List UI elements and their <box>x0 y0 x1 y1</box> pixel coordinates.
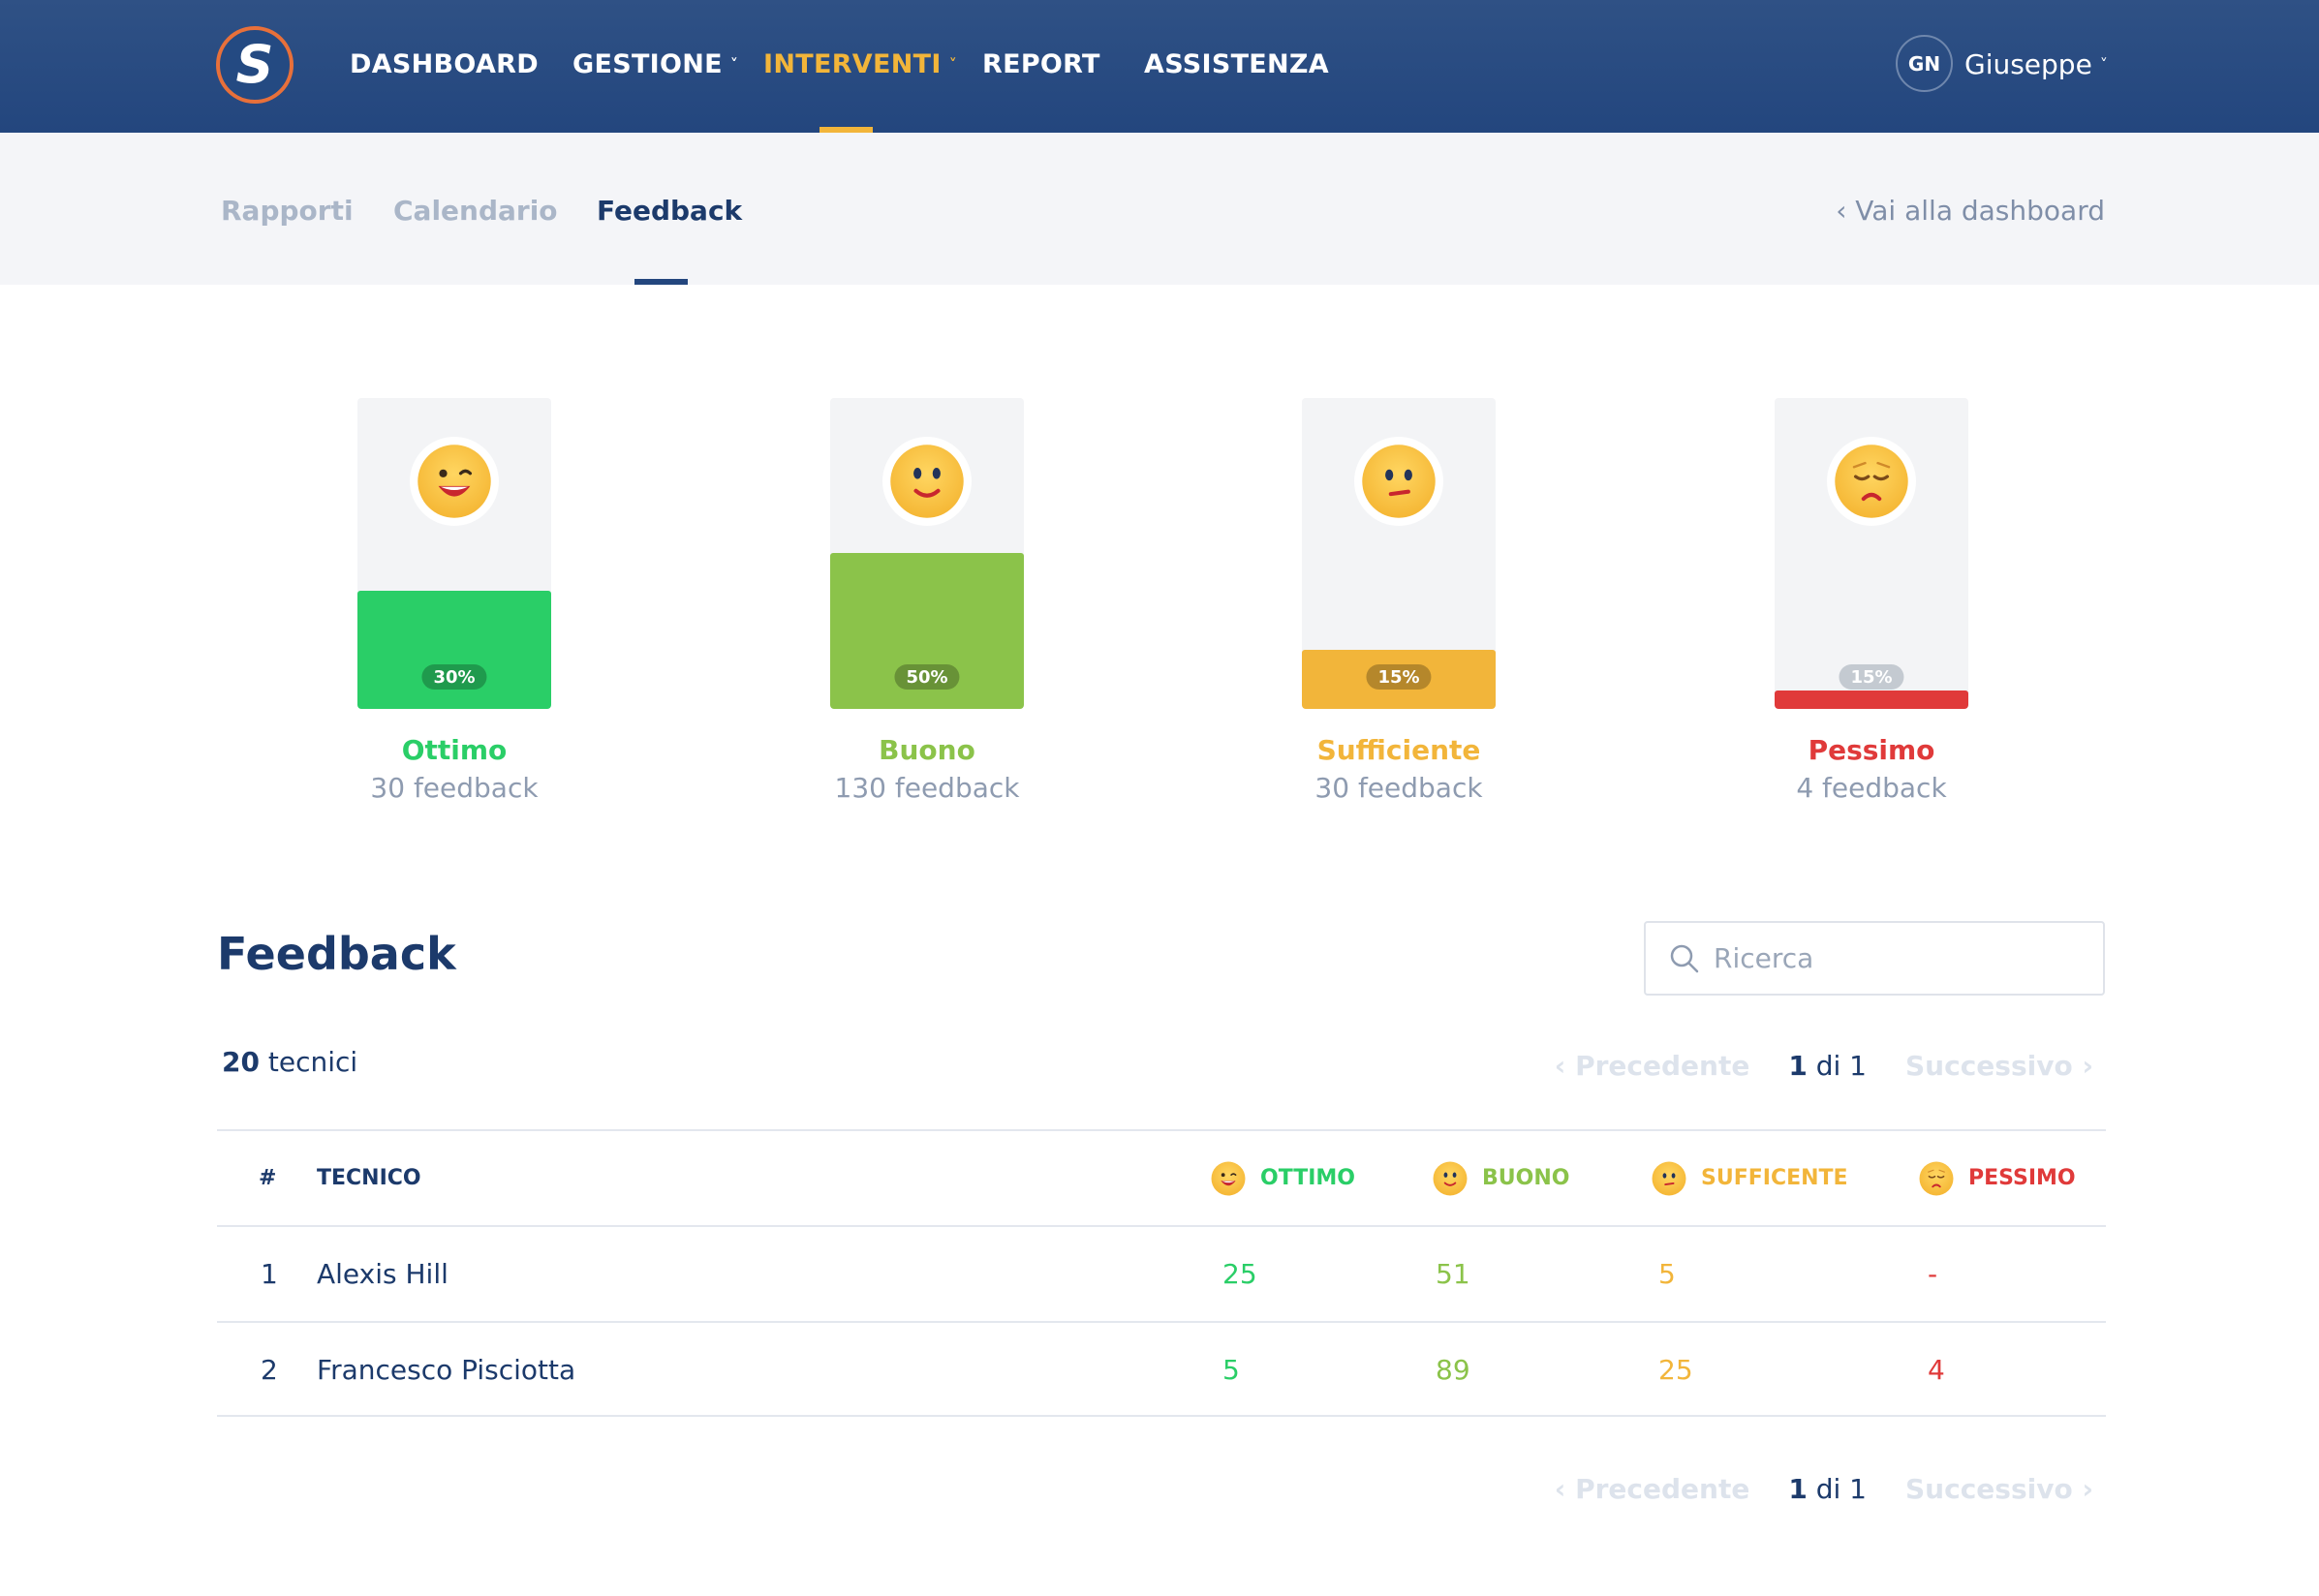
page-indicator: 1 di 1 <box>1788 1050 1867 1082</box>
row-ottimo-count: 25 <box>1222 1258 1257 1290</box>
logo-letter: S <box>235 34 274 95</box>
chevron-down-icon: ˅ <box>729 54 739 74</box>
user-name: Giuseppe <box>1964 47 2092 80</box>
rating-bar-fill <box>357 591 551 709</box>
rating-card-ottimo: 30% <box>357 398 551 709</box>
nav-item-interventi[interactable]: INTERVENTI ˅ <box>763 45 957 83</box>
rating-card-sufficiente: 15% <box>1302 398 1496 709</box>
nav-item-gestione[interactable]: GESTIONE ˅ <box>572 45 738 83</box>
search-input[interactable] <box>1714 942 2082 974</box>
sub-navigation: Rapporti Calendario Feedback ‹ Vai alla … <box>0 133 2319 285</box>
prev-page-button[interactable]: ‹ Precedente <box>1554 1472 1750 1505</box>
user-menu[interactable]: Giuseppe ˅ <box>1964 45 2108 83</box>
sad-emoji-icon <box>1827 437 1916 526</box>
user-avatar[interactable]: GN <box>1896 35 1953 92</box>
column-label: PESSIMO <box>1968 1166 2076 1190</box>
row-buono-count: 89 <box>1436 1354 1470 1386</box>
row-buono-count: 51 <box>1436 1258 1470 1290</box>
back-to-dashboard-link[interactable]: ‹ Vai alla dashboard <box>1836 194 2105 227</box>
column-header-ottimo: OTTIMO <box>1210 1131 1355 1225</box>
active-tab-indicator <box>634 279 688 285</box>
row-pessimo-count: - <box>1928 1258 1938 1290</box>
top-navigation-bar: S DASHBOARD GESTIONE ˅ INTERVENTI ˅ REPORT… <box>0 0 2319 133</box>
active-nav-indicator <box>819 127 873 133</box>
smile-emoji-icon <box>882 437 972 526</box>
rating-label: Sufficiente <box>1316 734 1481 766</box>
rating-card-buono: 50% <box>830 398 1024 709</box>
neutral-emoji-icon <box>1651 1160 1687 1197</box>
wink-emoji-icon <box>1210 1160 1247 1197</box>
rating-label: Pessimo <box>1808 734 1935 766</box>
nav-label: ASSISTENZA <box>1144 48 1329 79</box>
rating-feedback-count: 4 feedback <box>1796 772 1947 804</box>
nav-label: INTERVENTI <box>763 48 942 79</box>
column-header-index: # <box>259 1166 277 1190</box>
nav-label: DASHBOARD <box>350 48 539 79</box>
rating-card-pessimo: 15% <box>1775 398 1968 709</box>
nav-label: REPORT <box>982 48 1100 79</box>
sad-emoji-icon <box>1918 1160 1955 1197</box>
next-page-button[interactable]: Successivo › <box>1905 1472 2093 1505</box>
pagination-top: ‹ Precedente 1 di 1 Successivo › <box>1555 1046 2093 1085</box>
table-header-row: # TECNICO OTTIMO BUONO SUFFICENTE PESSIM… <box>217 1129 2106 1225</box>
table-row[interactable]: 2 Francesco Pisciotta 5 89 25 4 <box>217 1321 2106 1417</box>
wink-emoji-icon <box>410 437 499 526</box>
row-technician-name: Alexis Hill <box>317 1258 448 1290</box>
next-page-button[interactable]: Successivo › <box>1905 1049 2093 1082</box>
column-label: SUFFICENTE <box>1701 1166 1848 1190</box>
tab-rapporti[interactable]: Rapporti <box>221 194 354 227</box>
search-box[interactable] <box>1644 921 2105 996</box>
column-header-sufficente: SUFFICENTE <box>1651 1131 1848 1225</box>
section-title: Feedback <box>217 928 456 980</box>
rating-feedback-count: 30 feedback <box>1314 772 1483 804</box>
rating-percent-badge: 30% <box>421 664 487 690</box>
nav-item-report[interactable]: REPORT <box>982 45 1100 83</box>
tab-calendario[interactable]: Calendario <box>393 194 558 227</box>
rating-feedback-count: 30 feedback <box>370 772 539 804</box>
page-total: di 1 <box>1807 1472 1867 1505</box>
prev-page-button[interactable]: ‹ Precedente <box>1554 1049 1750 1082</box>
rating-label: Ottimo <box>401 734 508 766</box>
page-total: di 1 <box>1807 1049 1867 1082</box>
table-row[interactable]: 1 Alexis Hill 25 51 5 - <box>217 1225 2106 1321</box>
column-label: OTTIMO <box>1260 1166 1356 1190</box>
tab-feedback[interactable]: Feedback <box>597 194 743 227</box>
search-icon <box>1670 944 1699 972</box>
rating-percent-badge: 15% <box>1839 664 1904 690</box>
feedback-table: # TECNICO OTTIMO BUONO SUFFICENTE PESSIM… <box>217 1129 2106 1417</box>
row-technician-name: Francesco Pisciotta <box>317 1354 576 1386</box>
current-page: 1 <box>1788 1049 1808 1082</box>
row-pessimo-count: 4 <box>1928 1354 1945 1386</box>
page-indicator: 1 di 1 <box>1788 1473 1867 1505</box>
rating-percent-badge: 50% <box>894 664 960 690</box>
count-number: 20 <box>222 1046 260 1078</box>
chevron-down-icon: ˅ <box>948 54 958 74</box>
column-header-pessimo: PESSIMO <box>1918 1131 2076 1225</box>
count-label: tecnici <box>259 1046 358 1078</box>
row-index: 2 <box>261 1354 278 1386</box>
column-header-tecnico: TECNICO <box>317 1166 421 1190</box>
nav-label: GESTIONE <box>572 48 723 79</box>
column-header-buono: BUONO <box>1432 1131 1569 1225</box>
rating-feedback-count: 130 feedback <box>834 772 1020 804</box>
rating-bar-fill <box>830 553 1024 709</box>
rating-percent-badge: 15% <box>1366 664 1432 690</box>
current-page: 1 <box>1788 1472 1808 1505</box>
row-ottimo-count: 5 <box>1222 1354 1240 1386</box>
row-sufficiente-count: 25 <box>1658 1354 1693 1386</box>
row-index: 1 <box>261 1258 278 1290</box>
smile-emoji-icon <box>1432 1160 1469 1197</box>
nav-item-assistenza[interactable]: ASSISTENZA <box>1144 45 1329 83</box>
rating-bar-fill <box>1775 691 1968 709</box>
rating-bar-fill <box>1302 650 1496 709</box>
neutral-emoji-icon <box>1354 437 1443 526</box>
nav-item-dashboard[interactable]: DASHBOARD <box>350 45 539 83</box>
row-sufficiente-count: 5 <box>1658 1258 1676 1290</box>
pagination-bottom: ‹ Precedente 1 di 1 Successivo › <box>1555 1469 2093 1508</box>
rating-label: Buono <box>879 734 975 766</box>
column-label: BUONO <box>1482 1166 1570 1190</box>
technician-count: 20 tecnici <box>222 1046 357 1078</box>
app-logo[interactable]: S <box>216 26 294 104</box>
chevron-down-icon: ˅ <box>2099 54 2108 74</box>
